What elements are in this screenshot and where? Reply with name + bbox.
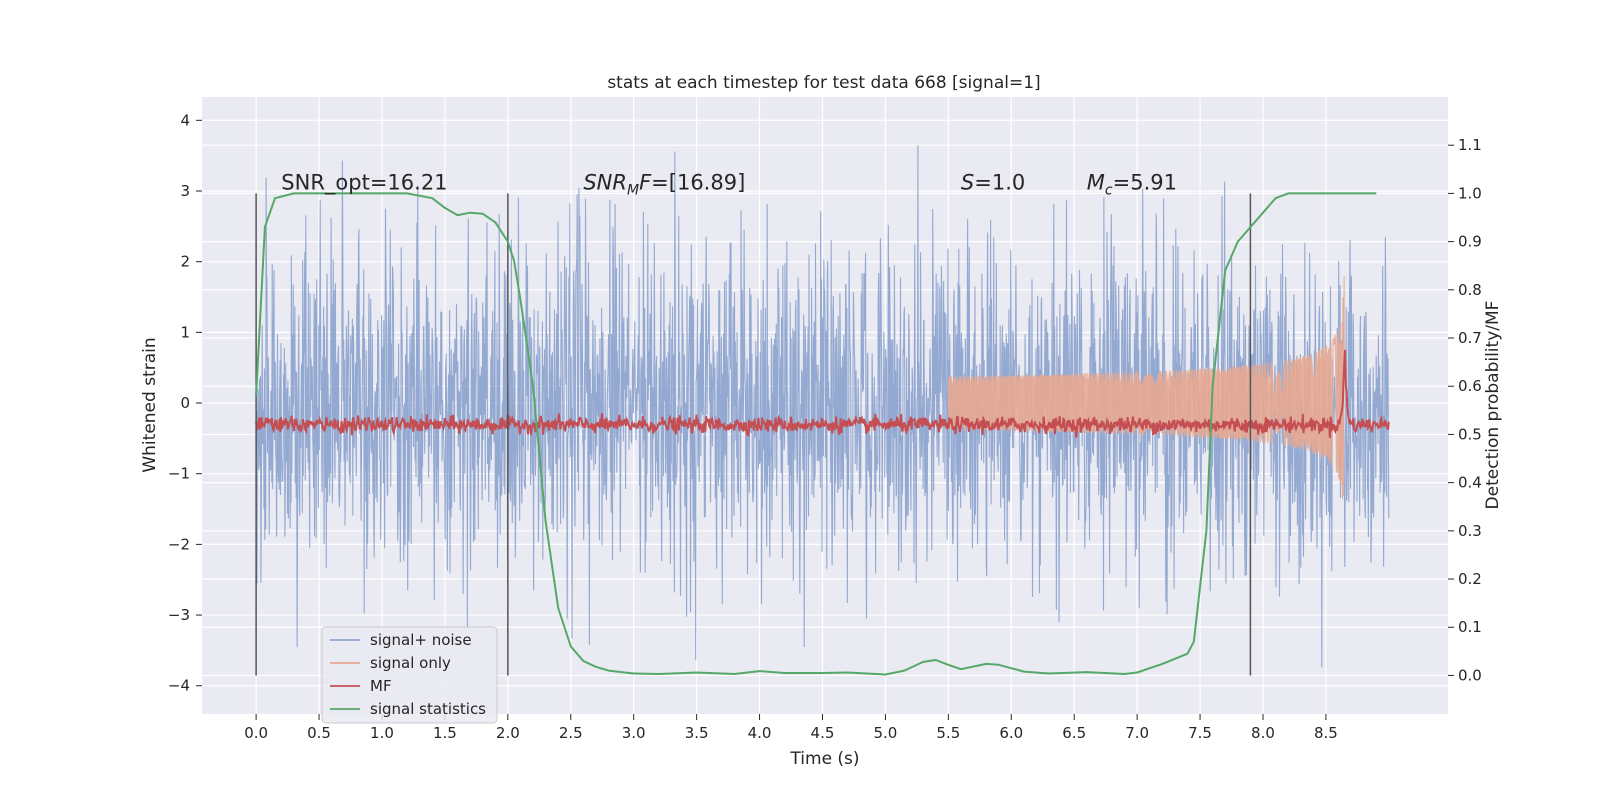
y-right-tick-label-1: 0.1: [1458, 618, 1482, 636]
y-left-tick-label-5: 1: [180, 323, 190, 341]
y-left-tick-label-0: −4: [168, 677, 190, 695]
signal-statistics-line: [255, 192, 1377, 676]
x-tick-label-15: 7.5: [1188, 724, 1212, 742]
legend-label-mf: MF: [370, 677, 392, 695]
legend-label-noise: signal+ noise: [370, 631, 472, 649]
y-right-tick-label-2: 0.2: [1458, 570, 1482, 588]
x-tick-label-11: 5.5: [936, 724, 960, 742]
y-right-tick-label-3: 0.3: [1458, 522, 1482, 540]
y-right-tick-label-9: 0.9: [1458, 233, 1482, 251]
y-left-tick-label-1: −3: [168, 606, 190, 624]
y-left-tick-label-7: 3: [180, 182, 190, 200]
mf-series: [255, 349, 1390, 438]
y-left-tick-label-8: 4: [180, 111, 190, 129]
x-tick-label-8: 4.0: [748, 724, 772, 742]
x-tick-label-5: 2.5: [559, 724, 583, 742]
y-right-tick-label-11: 1.1: [1458, 136, 1482, 154]
y-left-tick-label-4: 0: [180, 394, 190, 412]
annotation-2: S=1.0: [961, 170, 1025, 194]
legend-box: [321, 626, 498, 724]
y-left-axis-ticks: −4 −3 −2 −1 0 1 2 3 4: [168, 111, 202, 695]
x-tick-label-6: 3.0: [622, 724, 646, 742]
legend-label-signal: signal only: [370, 654, 451, 672]
x-tick-label-16: 8.0: [1251, 724, 1275, 742]
noise-series: [255, 145, 1390, 668]
y-right-tick-label-4: 0.4: [1458, 474, 1482, 492]
y-right-axis-ticks: 0.0 0.1 0.2 0.3 0.4 0.5 0.6 0.7 0.8 0.9 1.0 1.1: [1448, 136, 1482, 684]
x-tick-label-4: 2.0: [496, 724, 520, 742]
y-left-axis-label: Whitened strain: [140, 337, 160, 472]
x-tick-label-12: 6.0: [999, 724, 1023, 742]
annotation-3: Mc=5.91: [1087, 170, 1177, 198]
x-tick-label-13: 6.5: [1062, 724, 1086, 742]
vertical-markers: [255, 193, 1252, 676]
legend: signal+ noise signal only MF signal stat…: [321, 626, 498, 724]
y-right-axis-label: Detection probability/MF: [1483, 301, 1503, 510]
x-tick-label-0: 0.0: [244, 724, 268, 742]
y-left-tick-label-2: −2: [168, 535, 190, 553]
x-tick-label-3: 1.5: [433, 724, 457, 742]
noise-line: [255, 145, 1390, 668]
y-right-tick-label-5: 0.5: [1458, 425, 1482, 443]
annotation-1: SNRMF=[16.89]: [583, 170, 745, 198]
y-left-tick-label-6: 2: [180, 253, 190, 271]
y-right-tick-label-7: 0.7: [1458, 329, 1482, 347]
annotations: SNR_opt=16.21 SNRMF=[16.89] S=1.0 Mc=5.91: [281, 170, 1177, 198]
mf-line: [255, 349, 1390, 438]
x-axis-label: Time (s): [789, 749, 859, 769]
legend-label-stat: signal statistics: [370, 700, 486, 718]
x-tick-label-7: 3.5: [685, 724, 709, 742]
x-tick-label-17: 8.5: [1314, 724, 1338, 742]
signal-statistics-series: [255, 192, 1377, 676]
x-tick-label-2: 1.0: [370, 724, 394, 742]
y-right-tick-label-8: 0.8: [1458, 281, 1482, 299]
x-axis-ticks: 0.0 0.5 1.0 1.5 2.0 2.5 3.0 3.5 4.0 4.5 5.0 5.5 6.0 6…: [244, 714, 1338, 742]
chart-title: stats at each timestep for test data 668…: [607, 73, 1040, 93]
y-right-tick-label-10: 1.0: [1458, 184, 1482, 202]
y-left-tick-label-3: −1: [168, 465, 190, 483]
x-tick-label-9: 4.5: [811, 724, 835, 742]
x-tick-label-10: 5.0: [873, 724, 897, 742]
y-right-tick-label-0: 0.0: [1458, 666, 1482, 684]
x-tick-label-1: 0.5: [307, 724, 331, 742]
x-tick-label-14: 7.0: [1125, 724, 1149, 742]
y-right-tick-label-6: 0.6: [1458, 377, 1482, 395]
annotation-0: SNR_opt=16.21: [281, 170, 447, 195]
